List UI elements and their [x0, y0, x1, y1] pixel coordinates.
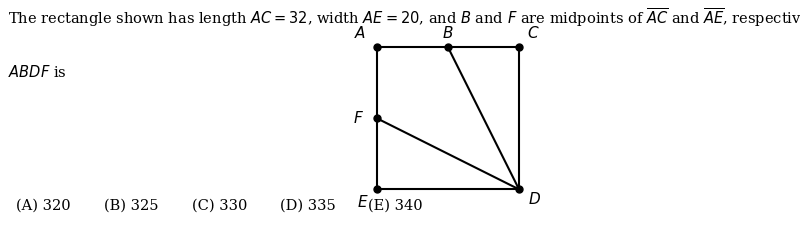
Text: $ABDF$ is: $ABDF$ is: [8, 64, 66, 80]
Text: $\mathit{A}$: $\mathit{A}$: [354, 25, 366, 41]
Text: (C) 330: (C) 330: [192, 199, 247, 213]
Text: $\mathit{E}$: $\mathit{E}$: [357, 194, 369, 210]
Text: The rectangle shown has length $AC = 32$, width $AE = 20$, and $B$ and $F$ are m: The rectangle shown has length $AC = 32$…: [8, 7, 800, 30]
Text: $\mathit{D}$: $\mathit{D}$: [528, 191, 541, 207]
Text: $\mathit{F}$: $\mathit{F}$: [353, 110, 364, 126]
Text: $\mathit{B}$: $\mathit{B}$: [442, 25, 454, 41]
Text: (D) 335: (D) 335: [280, 199, 336, 213]
Text: (A) 320: (A) 320: [16, 199, 70, 213]
Text: (B) 325: (B) 325: [104, 199, 158, 213]
Text: $\mathit{C}$: $\mathit{C}$: [527, 25, 539, 41]
Text: (E) 340: (E) 340: [368, 199, 422, 213]
